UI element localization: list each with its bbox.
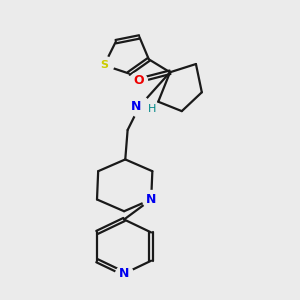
Text: N: N <box>119 267 129 280</box>
Text: H: H <box>148 104 157 114</box>
Text: O: O <box>133 74 143 87</box>
Text: N: N <box>131 100 141 113</box>
Text: N: N <box>146 193 156 206</box>
Text: S: S <box>100 60 108 70</box>
